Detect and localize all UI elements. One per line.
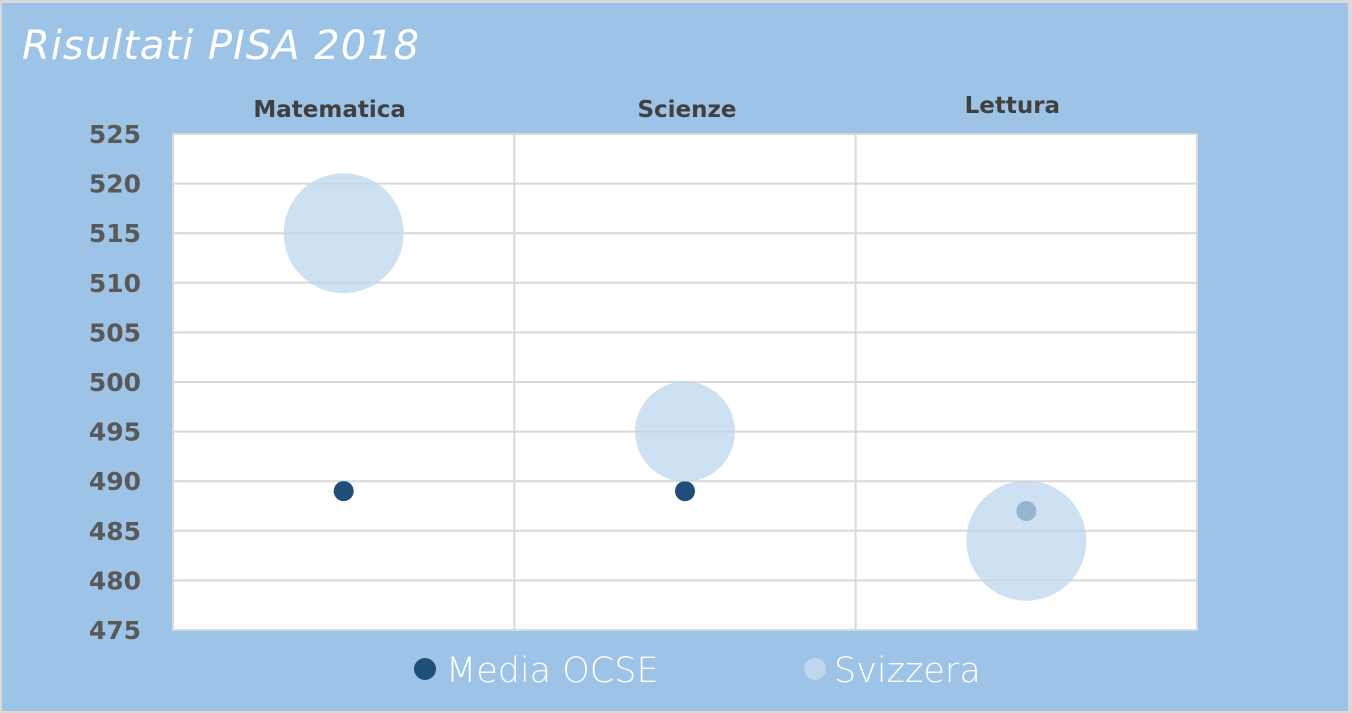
category-label: Scienze	[637, 97, 736, 123]
legend-marker-media-ocse	[414, 658, 436, 680]
y-tick-label: 505	[89, 318, 141, 347]
legend: Media OCSE Svizzera	[414, 651, 981, 691]
y-tick-label: 515	[89, 219, 141, 248]
category-label: Lettura	[965, 93, 1060, 119]
bubble-svizzera	[283, 173, 404, 294]
legend-label-svizzera: Svizzera	[834, 651, 981, 691]
chart-title: Risultati PISA 2018	[22, 23, 421, 69]
category-labels: Matematica Scienze Lettura	[253, 93, 1060, 123]
y-tick-label: 490	[89, 467, 141, 496]
data-marks	[283, 173, 1087, 601]
y-axis: 525 520 515 510 505 500 495 490 485 480 475	[89, 120, 141, 645]
y-tick-label: 485	[89, 517, 141, 546]
y-tick-label: 495	[89, 418, 141, 447]
y-tick-label: 475	[89, 616, 141, 645]
legend-label-media-ocse: Media OCSE	[446, 651, 659, 691]
point-media-ocse	[675, 481, 695, 502]
y-tick-label: 520	[89, 170, 141, 199]
point-media-ocse	[333, 481, 354, 502]
y-tick-label: 510	[89, 269, 141, 298]
legend-marker-svizzera	[804, 658, 826, 680]
y-tick-label: 525	[89, 120, 141, 149]
bubble-svizzera	[635, 381, 735, 482]
category-label: Matematica	[253, 97, 406, 123]
y-tick-label: 480	[89, 566, 141, 595]
y-tick-label: 500	[89, 368, 141, 397]
bubble-svizzera	[966, 480, 1087, 601]
